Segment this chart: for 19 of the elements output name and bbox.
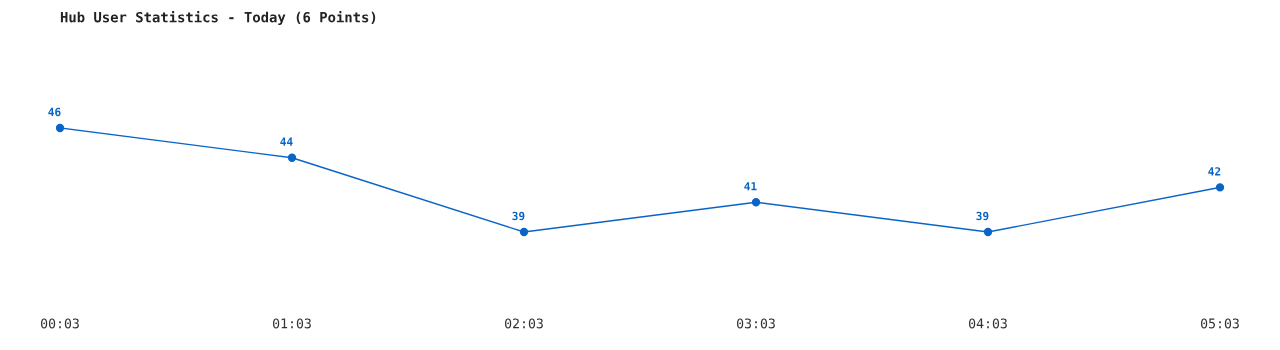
point <box>751 198 761 207</box>
chart-title: Hub User Statistics - Today (6 Points) <box>60 10 376 26</box>
point <box>983 227 993 237</box>
data-label: 39 <box>976 211 989 221</box>
point <box>519 227 529 237</box>
point <box>287 153 297 162</box>
data-label: 39 <box>512 211 525 221</box>
x-tick-label: 03:03 <box>737 318 775 329</box>
data-label: 44 <box>280 137 293 146</box>
x-tick-label: 00:03 <box>41 318 79 329</box>
data-label: 42 <box>1208 167 1221 176</box>
point <box>1215 183 1225 192</box>
x-tick-label: 02:03 <box>505 318 543 329</box>
x-tick-label: 04:03 <box>969 318 1007 329</box>
data-label: 46 <box>48 107 61 117</box>
point <box>55 123 65 133</box>
x-tick-label: 01:03 <box>273 318 311 329</box>
data-label: 41 <box>744 182 757 191</box>
x-tick-label: 05:03 <box>1201 318 1239 329</box>
